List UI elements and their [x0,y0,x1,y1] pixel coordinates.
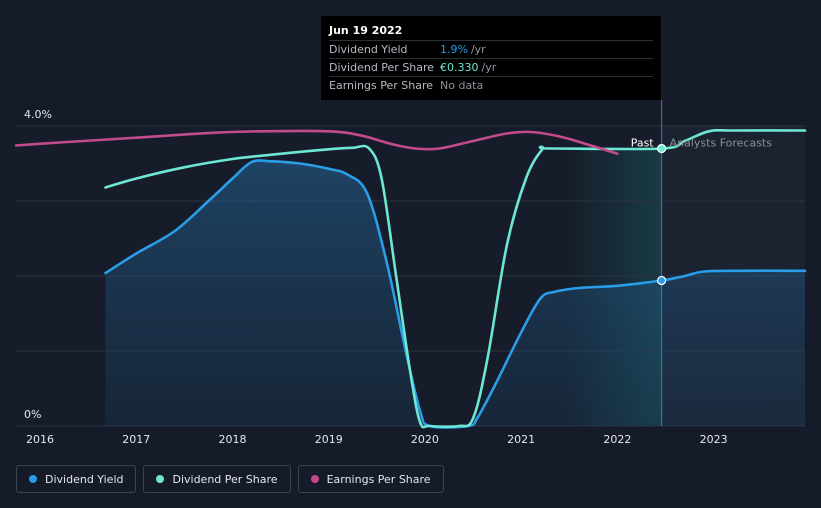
legend-label: Dividend Yield [45,472,124,486]
tooltip-value: €0.330/yr [440,59,496,76]
tooltip-value-unit: /yr [470,43,486,56]
tooltip-value-number: €0.330 [440,61,479,74]
x-tick-label: 2019 [315,433,343,446]
tooltip-value: 1.9%/yr [440,41,486,58]
analysts-forecasts-label: Analysts Forecasts [670,137,773,150]
hover-markers [657,143,667,286]
x-tick-label: 2020 [411,433,439,446]
tooltip-date: Jun 19 2022 [329,24,403,37]
series-areas [105,160,805,428]
tooltip-row-dividend-per-share: Dividend Per Share €0.330/yr [329,58,653,76]
x-tick-label: 2021 [507,433,535,446]
x-tick-label: 2023 [700,433,728,446]
legend-item-dividend-per-share[interactable]: Dividend Per Share [143,465,291,493]
chart-legend: Dividend Yield Dividend Per Share Earnin… [16,465,451,493]
y-axis-ticks: 4.0% 0% [24,108,52,421]
marker-dividend-per-share [657,143,667,154]
tooltip-label: Dividend Per Share [329,61,435,74]
x-tick-label: 2017 [122,433,150,446]
tooltip-value-number: No data [440,79,484,92]
marker-dividend-yield [657,275,667,286]
tooltip-value-unit: /yr [481,61,497,74]
tooltip-label: Earnings Per Share [329,79,434,92]
x-tick-label: 2018 [218,433,246,446]
series-line-dividend-yield [104,159,807,429]
series-area-dividend-yield [105,160,805,428]
legend-label: Dividend Per Share [172,472,278,486]
legend-dot-icon [29,475,37,483]
series-line-earnings-per-share [14,129,619,156]
x-tick-label: 2022 [603,433,631,446]
legend-dot-icon [156,475,165,483]
x-tick-label: 2016 [26,433,54,446]
tooltip-value: No data [440,77,486,94]
tooltip-label: Dividend Yield [329,43,408,56]
past-label: Past [631,137,655,150]
tooltip-value-number: 1.9% [440,43,468,56]
tooltip-row-earnings-per-share: Earnings Per Share No data [329,76,653,94]
legend-label: Earnings Per Share [326,472,431,486]
y-tick-label: 0% [24,408,41,421]
y-tick-label: 4.0% [24,108,52,121]
legend-item-earnings-per-share[interactable]: Earnings Per Share [297,465,444,493]
hover-tooltip: Jun 19 2022 Dividend Yield 1.9%/yr Divid… [321,16,661,100]
legend-dot-icon [310,475,319,483]
x-axis-ticks: 2016 2017 2018 2019 2020 2021 2022 2023 [26,433,728,446]
tooltip-row-dividend-yield: Dividend Yield 1.9%/yr [329,40,653,58]
legend-item-dividend-yield[interactable]: Dividend Yield [16,465,137,493]
